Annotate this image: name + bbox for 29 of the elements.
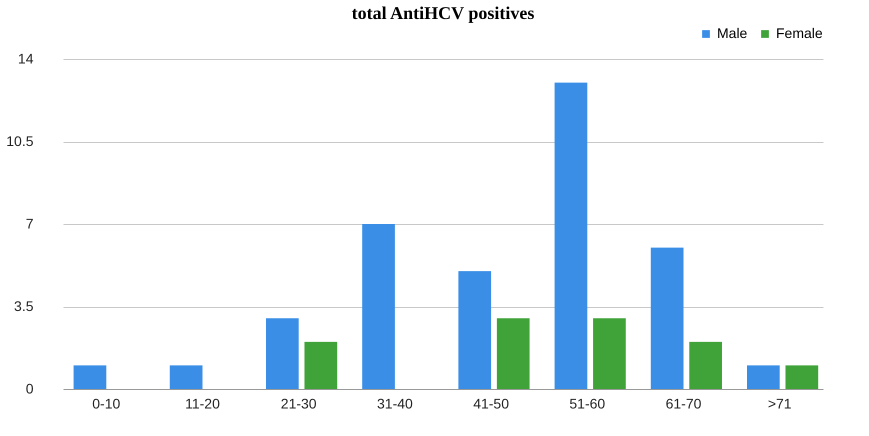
bar (304, 342, 338, 389)
y-tick-label: 14 (18, 50, 34, 66)
bar (650, 248, 684, 389)
bar (362, 224, 395, 389)
y-tick-label: 0 (26, 380, 34, 396)
x-tick-label: 11-20 (185, 396, 220, 412)
x-tick-label: 31-40 (376, 396, 414, 412)
chart-title: total AntiHCV positives (352, 3, 534, 23)
bar (458, 271, 492, 389)
bar (170, 365, 202, 389)
bar (785, 365, 818, 389)
bar (74, 365, 106, 389)
x-tick-label: >71 (768, 396, 792, 412)
legend-label: Male (717, 25, 748, 41)
bar (266, 318, 299, 389)
x-tick-label: 0-10 (92, 396, 121, 412)
x-tick-label: 41-50 (473, 396, 510, 412)
x-tick-label: 51-60 (569, 396, 606, 412)
x-tick-label: 21-30 (280, 396, 317, 412)
y-tick-label: 7 (26, 216, 34, 232)
y-tick-label: 10.5 (6, 133, 34, 149)
legend-label: Female (776, 25, 823, 41)
bar (496, 318, 530, 389)
y-tick-label: 3.5 (14, 298, 34, 314)
bar (747, 365, 780, 389)
x-tick-label: 61-70 (666, 396, 702, 412)
bar (689, 342, 722, 389)
bar (554, 82, 588, 389)
bar (593, 318, 626, 389)
